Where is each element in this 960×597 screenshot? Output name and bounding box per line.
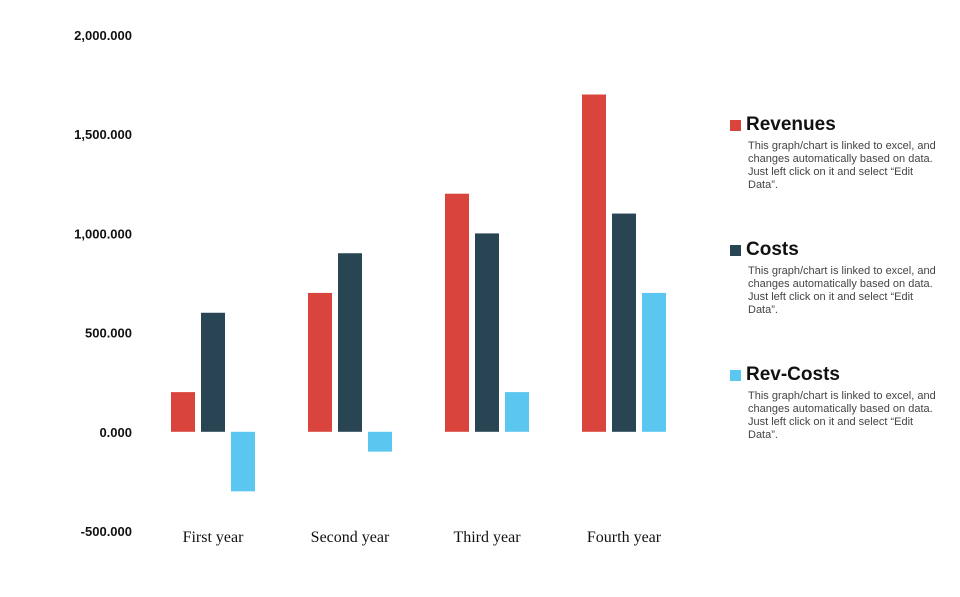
x-tick-label: Third year	[453, 529, 521, 546]
legend-name: Costs	[746, 239, 799, 260]
x-axis: First year Second year Third year Fourth ye…	[183, 529, 662, 546]
bar-rev-costs-1	[231, 431, 255, 492]
legend-description: This graph/chart is linked to excel, and…	[748, 390, 936, 441]
y-tick-label: 0.000	[99, 425, 132, 440]
bar-costs-2	[338, 253, 362, 432]
bar-rev-costs-4	[642, 292, 666, 432]
y-tick-label: -500.000	[81, 524, 132, 539]
legend-swatch-costs	[730, 244, 741, 256]
bar-revenues-3	[445, 193, 469, 432]
bar-costs-4	[612, 213, 636, 432]
bar-rev-costs-3	[505, 392, 529, 432]
y-tick-label: 1,000.000	[74, 226, 132, 241]
legend-item-revenues: Revenues This graph/chart is linked to e…	[730, 114, 945, 192]
bar-rev-costs-2	[368, 431, 392, 452]
bar-costs-1	[201, 312, 225, 432]
y-axis: 2,000.000 1,500.000 1,000.000 500.000 0.000 -…	[74, 28, 132, 539]
y-tick-label: 1,500.000	[74, 127, 132, 142]
bar-revenues-1	[171, 392, 195, 432]
legend-swatch-rev-costs	[730, 369, 741, 381]
x-tick-label: First year	[183, 529, 245, 546]
legend-description: This graph/chart is linked to excel, and…	[748, 265, 936, 316]
legend-item-rev-costs: Rev-Costs This graph/chart is linked to …	[730, 364, 945, 442]
y-tick-label: 500.000	[85, 326, 132, 341]
bar-chart: 2,000.000 1,500.000 1,000.000 500.000 0.000 -…	[74, 28, 666, 546]
x-tick-label: Second year	[311, 529, 390, 546]
legend-name: Revenues	[746, 114, 836, 135]
bar-costs-3	[475, 233, 499, 432]
legend-item-costs: Costs This graph/chart is linked to exce…	[730, 239, 945, 317]
x-tick-label: Fourth year	[587, 529, 662, 546]
legend-swatch-revenues	[730, 119, 741, 131]
y-tick-label: 2,000.000	[74, 28, 132, 43]
bar-revenues-2	[308, 292, 332, 432]
bar-revenues-4	[582, 94, 606, 432]
bars	[171, 94, 666, 492]
legend-description: This graph/chart is linked to excel, and…	[748, 140, 936, 191]
legend-name: Rev-Costs	[746, 364, 840, 385]
